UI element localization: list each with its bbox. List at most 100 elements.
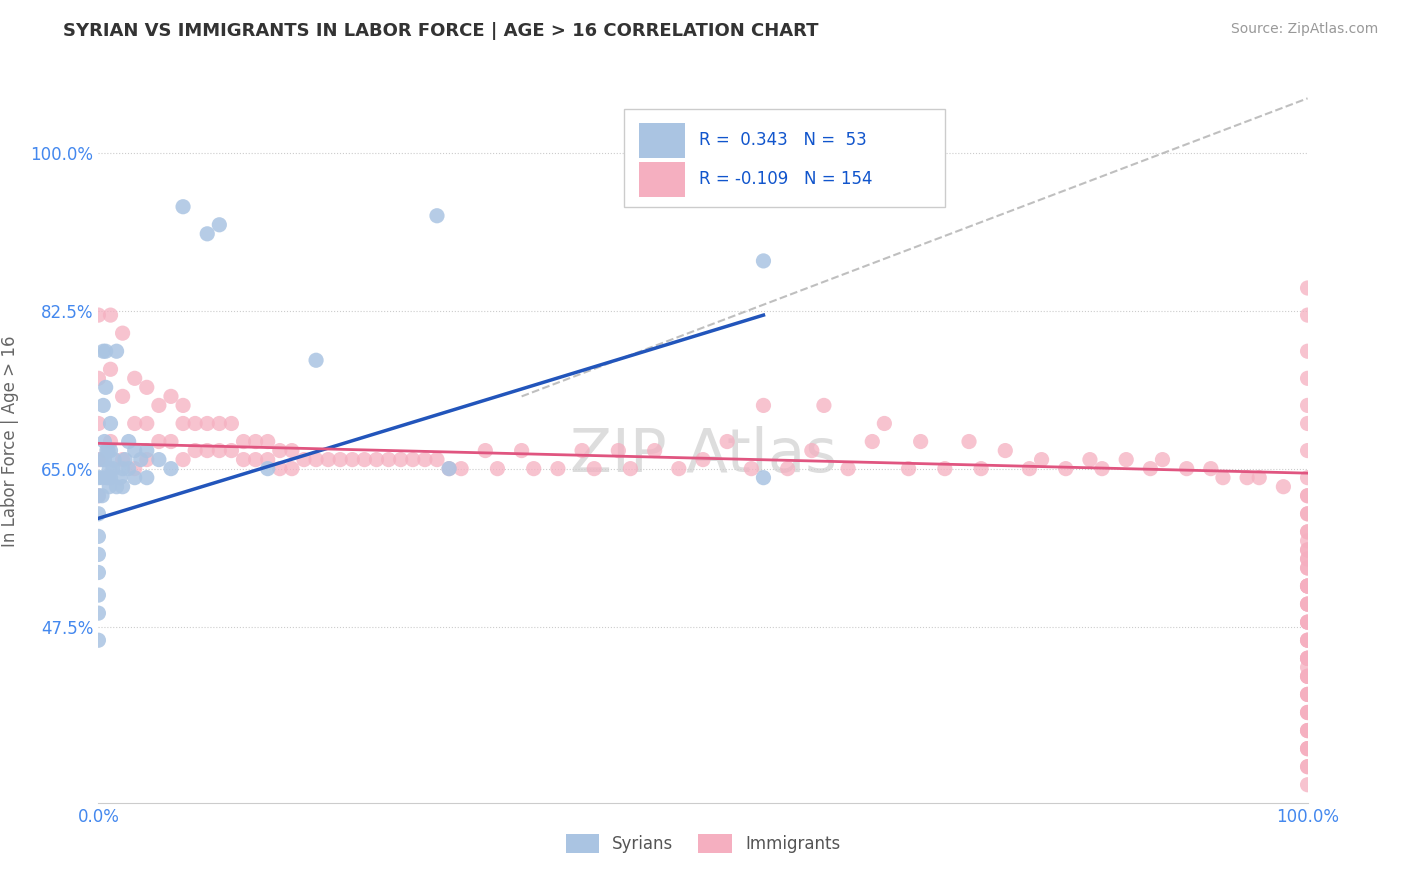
Point — [97, 471, 120, 485]
Point — [873, 417, 896, 431]
Point — [994, 443, 1017, 458]
Point — [232, 452, 254, 467]
Point — [437, 461, 460, 475]
Point — [184, 417, 207, 431]
Point — [1296, 561, 1319, 575]
Point — [281, 461, 304, 475]
Point — [377, 452, 399, 467]
Point — [1031, 452, 1053, 467]
Point — [87, 308, 110, 322]
Point — [172, 452, 194, 467]
Point — [644, 443, 666, 458]
Point — [124, 461, 146, 475]
Point — [111, 326, 134, 341]
Point — [100, 308, 122, 322]
Point — [860, 434, 883, 449]
Point — [1296, 615, 1319, 630]
Point — [1296, 778, 1319, 792]
Point — [970, 461, 993, 475]
Point — [87, 606, 110, 620]
Point — [100, 417, 122, 431]
Point — [1296, 281, 1319, 295]
Point — [195, 443, 218, 458]
Point — [1115, 452, 1137, 467]
Point — [101, 461, 124, 475]
Point — [1152, 452, 1174, 467]
Point — [269, 443, 291, 458]
Point — [1296, 723, 1319, 738]
Point — [1296, 615, 1319, 630]
Text: Source: ZipAtlas.com: Source: ZipAtlas.com — [1230, 22, 1378, 37]
Point — [1296, 669, 1319, 683]
Point — [1296, 741, 1319, 756]
Point — [1175, 461, 1198, 475]
Point — [1296, 579, 1319, 593]
Point — [87, 489, 110, 503]
Y-axis label: In Labor Force | Age > 16: In Labor Force | Age > 16 — [1, 335, 20, 548]
Point — [195, 417, 218, 431]
Point — [740, 461, 762, 475]
Point — [800, 443, 823, 458]
Point — [135, 471, 157, 485]
Point — [172, 200, 194, 214]
Point — [716, 434, 738, 449]
Point — [1296, 723, 1319, 738]
Text: ZIP Atlas: ZIP Atlas — [569, 426, 837, 485]
Point — [160, 461, 183, 475]
Point — [1296, 651, 1319, 665]
Point — [1296, 579, 1319, 593]
Point — [450, 461, 472, 475]
Point — [1296, 561, 1319, 575]
Point — [1296, 706, 1319, 720]
Point — [87, 371, 110, 385]
Point — [619, 461, 641, 475]
Point — [208, 443, 231, 458]
Point — [135, 452, 157, 467]
Point — [208, 417, 231, 431]
Point — [305, 452, 328, 467]
Point — [135, 417, 157, 431]
Point — [100, 443, 122, 458]
Point — [1296, 524, 1319, 539]
Point — [1296, 398, 1319, 412]
Point — [87, 452, 110, 467]
Point — [1296, 633, 1319, 648]
Point — [1296, 524, 1319, 539]
Point — [256, 452, 278, 467]
Point — [1296, 651, 1319, 665]
Point — [607, 443, 630, 458]
Point — [245, 434, 267, 449]
Point — [172, 417, 194, 431]
Point — [1078, 452, 1101, 467]
Point — [437, 461, 460, 475]
Point — [111, 480, 134, 494]
Point — [135, 443, 157, 458]
Point — [281, 443, 304, 458]
Point — [752, 471, 775, 485]
Point — [1296, 741, 1319, 756]
Point — [1054, 461, 1077, 475]
Point — [329, 452, 352, 467]
Point — [1296, 344, 1319, 359]
FancyBboxPatch shape — [638, 162, 685, 197]
Point — [1296, 687, 1319, 701]
Point — [1296, 542, 1319, 557]
Point — [232, 434, 254, 449]
Point — [111, 461, 134, 475]
Point — [87, 471, 110, 485]
Point — [668, 461, 690, 475]
Point — [426, 209, 449, 223]
Point — [1296, 760, 1319, 774]
Point — [91, 398, 114, 412]
Point — [90, 452, 112, 467]
Point — [87, 633, 110, 648]
Point — [124, 417, 146, 431]
Point — [1296, 669, 1319, 683]
Point — [1236, 471, 1258, 485]
Point — [245, 452, 267, 467]
Point — [195, 227, 218, 241]
Point — [1199, 461, 1222, 475]
Point — [1296, 579, 1319, 593]
Point — [1296, 597, 1319, 611]
Point — [208, 218, 231, 232]
